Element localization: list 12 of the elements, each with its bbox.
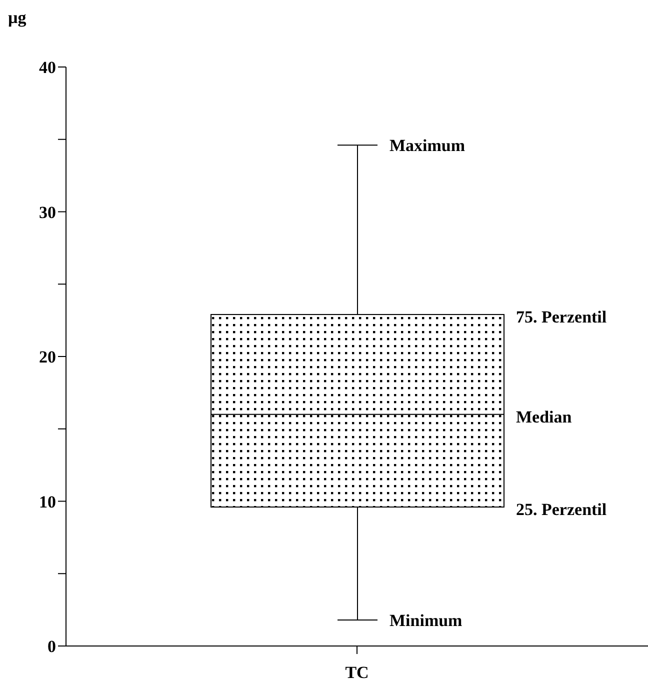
y-axis-title: µg <box>8 8 26 28</box>
y-tick-label: 0 <box>48 637 56 656</box>
y-tick-label: 40 <box>39 58 56 78</box>
annotation: Median <box>516 407 572 426</box>
annotation: Minimum <box>390 610 462 630</box>
y-tick-label: 20 <box>39 348 56 367</box>
annotation: Maximum <box>390 136 466 156</box>
x-tick-label: TC <box>345 663 369 682</box>
annotation: 75. Perzentil <box>516 308 607 327</box>
annotation: 25. Perzentil <box>516 500 607 520</box>
y-tick-label: 30 <box>39 202 56 222</box>
y-tick-label: 10 <box>39 492 56 512</box>
